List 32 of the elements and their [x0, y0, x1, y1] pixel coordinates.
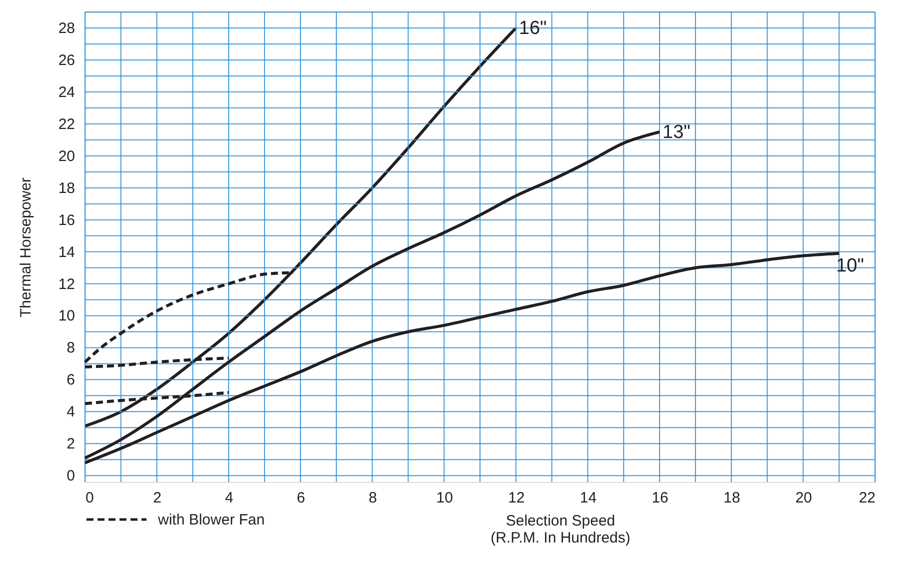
x-tick-label: 8 — [368, 490, 377, 506]
x-tick-label: 0 — [86, 490, 94, 506]
y-tick-label: 20 — [58, 148, 75, 165]
y-tick-label: 0 — [66, 468, 75, 485]
x-tick-label: 2 — [153, 490, 162, 506]
x-tick-label: 6 — [296, 490, 306, 506]
y-tick-label: 28 — [58, 20, 75, 37]
y-tick-label: 18 — [58, 180, 75, 197]
y-tick-label: 2 — [66, 436, 75, 453]
legend-label: with Blower Fan — [157, 512, 265, 528]
y-axis-title: Thermal Horsepower — [18, 177, 34, 318]
series-label: 13" — [662, 122, 690, 143]
x-axis-title: Selection Speed (R.P.M. In Hundreds) — [490, 512, 630, 546]
y-tick-label: 12 — [58, 276, 75, 293]
y-tick-label: 22 — [58, 116, 75, 133]
y-tick-label: 24 — [58, 84, 75, 101]
y-tick-label: 8 — [66, 340, 75, 357]
y-tick-label: 16 — [58, 212, 75, 229]
x-tick-label: 4 — [224, 490, 234, 506]
x-tick-label: 12 — [508, 490, 525, 506]
line-series — [84, 26, 518, 428]
x-tick-label: 22 — [858, 490, 876, 506]
y-tick-label: 6 — [66, 372, 75, 389]
x-tick-label: 18 — [724, 490, 740, 506]
x-tick-label: 16 — [652, 490, 668, 506]
y-tick-label: 10 — [58, 308, 75, 325]
x-tick-label: 20 — [795, 490, 812, 506]
y-tick-label: 4 — [66, 404, 75, 421]
y-tick-label: 14 — [58, 244, 75, 261]
y-tick-label: 26 — [58, 52, 75, 69]
x-tick-label: 14 — [580, 490, 597, 506]
x-tick-label: 10 — [436, 490, 453, 506]
